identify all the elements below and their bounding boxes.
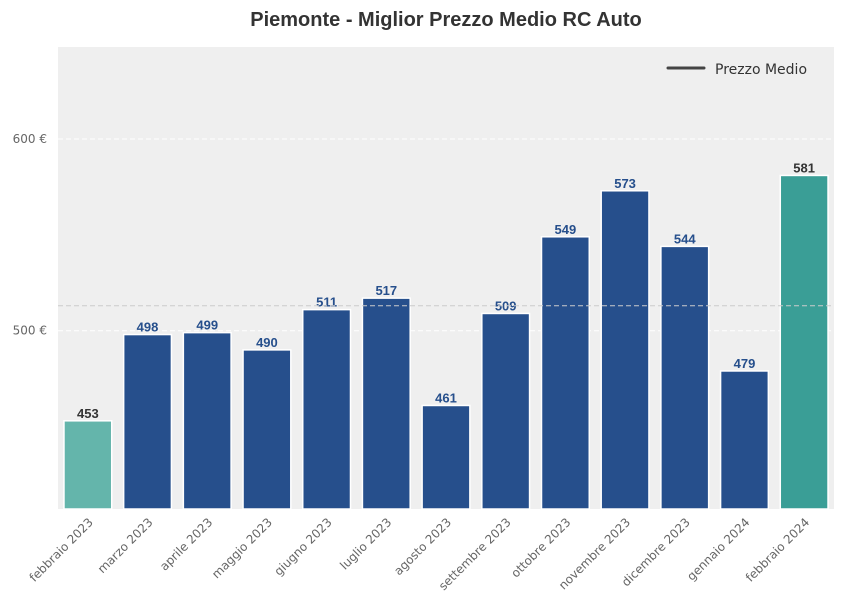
bar — [660, 245, 710, 510]
bar — [719, 370, 770, 510]
bar — [361, 297, 411, 510]
data-label: 509 — [495, 298, 517, 313]
bar — [122, 333, 173, 510]
data-label: 461 — [435, 390, 457, 405]
bar — [600, 190, 650, 510]
data-label: 573 — [614, 176, 636, 191]
data-label: 544 — [674, 231, 696, 246]
chart-title: Piemonte - Miglior Prezzo Medio RC Auto — [250, 9, 641, 31]
x-tick-label: maggio 2023 — [209, 515, 275, 581]
data-label: 453 — [77, 406, 99, 421]
bar — [421, 404, 471, 510]
data-label: 511 — [316, 295, 337, 310]
x-tick-label: agosto 2023 — [391, 515, 454, 578]
y-axis: 500 € 600 € — [13, 132, 47, 338]
bar — [301, 308, 352, 510]
bar — [182, 331, 232, 510]
x-tick-label: giugno 2023 — [271, 515, 334, 578]
x-tick-label: marzo 2023 — [95, 515, 156, 576]
x-tick-label: febbraio 2024 — [743, 515, 812, 584]
data-label: 498 — [137, 320, 159, 335]
data-labels: 453 498 499 490 511 517 461 509 549 573 544 479 581 — [77, 160, 815, 420]
x-tick-label: gennaio 2024 — [684, 515, 752, 583]
y-tick-label: 500 € — [13, 324, 47, 338]
gridlines — [58, 138, 834, 332]
x-tick-label: luglio 2023 — [337, 515, 394, 572]
x-tick-label: aprile 2023 — [157, 515, 215, 573]
data-label: 499 — [196, 318, 218, 333]
bar — [779, 174, 829, 510]
data-label: 479 — [734, 356, 756, 371]
data-label: 517 — [375, 283, 397, 298]
data-label: 581 — [793, 160, 815, 175]
data-label: 549 — [555, 222, 577, 237]
bar — [63, 420, 113, 510]
bar — [540, 236, 591, 510]
bars — [63, 174, 829, 510]
bar — [242, 349, 292, 510]
x-tick-label: febbraio 2023 — [27, 515, 96, 584]
y-tick-label: 600 € — [13, 132, 47, 146]
legend: Prezzo Medio — [666, 62, 807, 78]
data-label: 490 — [256, 335, 278, 350]
legend-label: Prezzo Medio — [715, 62, 807, 78]
bar — [481, 312, 531, 510]
x-tick-label: ottobre 2023 — [508, 515, 573, 580]
